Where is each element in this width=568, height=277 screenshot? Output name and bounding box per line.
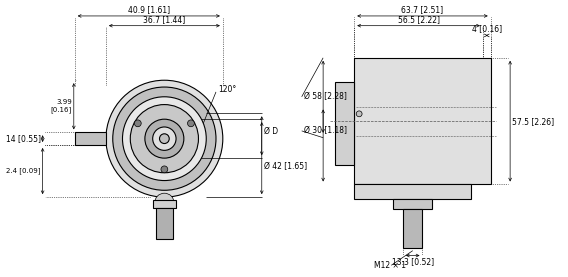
Text: 63.7 [2.51]: 63.7 [2.51] — [402, 5, 444, 14]
Text: Ø 30 [1.18]: Ø 30 [1.18] — [304, 126, 346, 135]
Text: 2.4 [0.09]: 2.4 [0.09] — [6, 168, 41, 175]
Text: Ø D: Ø D — [264, 126, 278, 135]
Text: Ø 42 [1.65]: Ø 42 [1.65] — [264, 162, 307, 171]
Bar — [393, 199, 432, 209]
Text: 3.99
[0.16]: 3.99 [0.16] — [51, 99, 72, 113]
Circle shape — [113, 87, 216, 190]
Bar — [354, 184, 471, 199]
Text: 14 [0.55]: 14 [0.55] — [6, 134, 41, 143]
Circle shape — [145, 119, 184, 158]
Text: Ø 58 [2.28]: Ø 58 [2.28] — [304, 92, 346, 101]
Text: 13.3 [0.52]: 13.3 [0.52] — [392, 258, 434, 266]
Circle shape — [153, 127, 176, 150]
Text: M12 × 1: M12 × 1 — [374, 261, 406, 270]
Circle shape — [187, 120, 194, 127]
Text: 4 [0.16]: 4 [0.16] — [471, 24, 502, 34]
Circle shape — [154, 193, 174, 213]
Circle shape — [160, 134, 169, 143]
Circle shape — [135, 120, 141, 127]
Circle shape — [123, 97, 206, 181]
Text: 36.7 [1.44]: 36.7 [1.44] — [143, 15, 186, 24]
Text: 56.5 [2.22]: 56.5 [2.22] — [398, 15, 440, 24]
Circle shape — [106, 80, 223, 197]
Bar — [335, 82, 354, 165]
Text: 40.9 [1.61]: 40.9 [1.61] — [128, 5, 170, 14]
Bar — [75, 132, 106, 145]
Bar — [403, 209, 423, 248]
Circle shape — [356, 111, 362, 117]
Circle shape — [130, 105, 198, 173]
Bar — [354, 58, 491, 184]
Bar — [153, 200, 176, 208]
Circle shape — [161, 166, 168, 173]
Text: 57.5 [2.26]: 57.5 [2.26] — [512, 117, 554, 126]
Bar — [156, 208, 173, 239]
Text: 120°: 120° — [218, 86, 236, 94]
